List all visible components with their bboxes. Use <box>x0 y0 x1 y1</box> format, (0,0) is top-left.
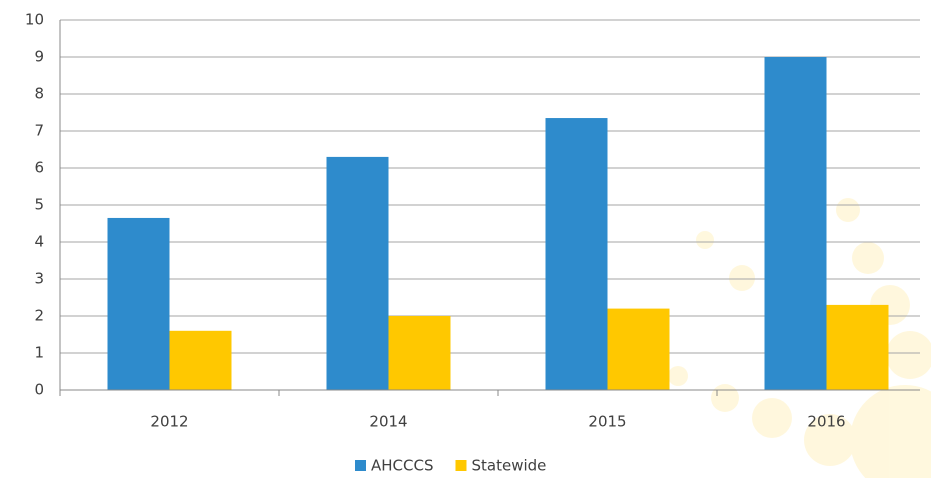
bar <box>608 309 670 390</box>
bar <box>327 157 389 390</box>
y-tick-label: 2 <box>34 307 44 325</box>
bar <box>546 118 608 390</box>
y-tick-label: 0 <box>34 381 44 399</box>
legend-swatch <box>355 460 366 471</box>
x-tick-label: 2014 <box>369 413 407 431</box>
chart: 0 1 2 3 4 5 6 7 8 9 10 2012 2014 2015 2016 AHCCCS Statew… <box>0 0 931 478</box>
x-tick-label: 2015 <box>588 413 626 431</box>
y-tick-label: 10 <box>25 11 44 29</box>
y-tick-label: 7 <box>34 122 44 140</box>
y-tick-label: 1 <box>34 344 44 362</box>
x-tick-label: 2012 <box>150 413 188 431</box>
bar <box>170 331 232 390</box>
y-tick-label: 8 <box>34 85 44 103</box>
legend-label: Statewide <box>471 457 546 475</box>
bar <box>108 218 170 390</box>
y-tick-label: 6 <box>34 159 44 177</box>
y-tick-label: 3 <box>34 270 44 288</box>
legend-label: AHCCCS <box>371 457 433 475</box>
y-tick-label: 9 <box>34 48 44 66</box>
y-tick-label: 5 <box>34 196 44 214</box>
bar <box>389 316 451 390</box>
bar <box>765 57 827 390</box>
legend-swatch <box>455 460 466 471</box>
x-tick-label: 2016 <box>807 413 845 431</box>
bar <box>827 305 889 390</box>
y-tick-label: 4 <box>34 233 44 251</box>
